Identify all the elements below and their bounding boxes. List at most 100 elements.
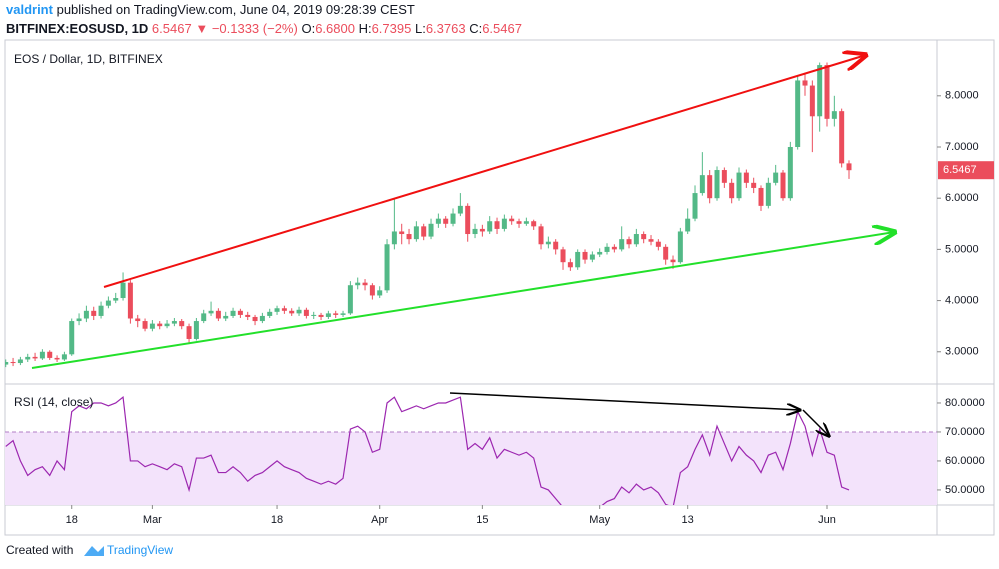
rsi-y-tick-label: 60.0000 [945, 455, 985, 467]
x-tick-label: May [589, 514, 610, 526]
c-label: C: [469, 21, 482, 36]
candle-body [443, 218, 449, 224]
candle-body [98, 305, 104, 316]
candle-body [157, 323, 163, 327]
candle-body [611, 246, 617, 250]
candle-body [758, 187, 764, 206]
candle-body [670, 259, 676, 263]
candle-body [619, 239, 625, 250]
change: −0.1333 (−2%) [212, 21, 298, 36]
candle-body [839, 111, 845, 164]
l-label: L: [415, 21, 426, 36]
candle-body [223, 315, 229, 319]
candle-body [604, 246, 610, 252]
candle-body [5, 362, 9, 365]
candle-body [457, 205, 463, 214]
footer-brand: TradingView [107, 543, 173, 557]
candle-body [164, 323, 170, 327]
candle-body [296, 309, 302, 314]
candle-body [355, 282, 361, 286]
candle-body [494, 221, 500, 229]
published: published on TradingView.com, June 04, 2… [57, 2, 415, 17]
candle-body [54, 357, 60, 360]
candle-body [721, 170, 727, 183]
candle-body [10, 362, 16, 364]
l-value: 6.3763 [426, 21, 466, 36]
footer-text: Created with [6, 543, 73, 557]
rsi-pane [5, 396, 937, 505]
candle-body [516, 221, 522, 224]
candle-body [582, 251, 588, 260]
candle-body [325, 313, 331, 317]
candle-body [780, 172, 786, 199]
x-tick-label: 18 [66, 514, 78, 526]
candle-body [105, 300, 111, 306]
x-tick-label: Apr [371, 514, 388, 526]
last-price-label: 6.5467 [943, 164, 977, 176]
candle-body [311, 314, 317, 316]
candle-body [450, 213, 456, 224]
candle-body [113, 298, 119, 301]
candle-body [575, 251, 581, 268]
candle-body [237, 310, 243, 315]
candle-body [303, 309, 309, 316]
rsi-y-tick-label: 80.0000 [945, 397, 985, 409]
candle-body [795, 80, 801, 147]
candle-body [142, 321, 148, 329]
rsi-band [5, 431, 937, 505]
candle-body [567, 262, 573, 268]
candle-body [274, 308, 280, 312]
x-tick-label: 15 [476, 514, 488, 526]
y-tick-label: 8.0000 [945, 90, 979, 102]
price-pane [5, 62, 852, 368]
rsi-y-tick-label: 70.0000 [945, 426, 985, 438]
x-tick-label: Jun [818, 514, 836, 526]
last: 6.5467 [152, 21, 192, 36]
candle-body [281, 308, 287, 311]
candle-body [369, 285, 375, 296]
x-tick-label: 13 [682, 514, 694, 526]
divergence-line [449, 392, 800, 410]
candle-body [692, 193, 698, 219]
candle-body [193, 321, 199, 339]
candle-body [597, 251, 603, 255]
candle-body [362, 282, 368, 286]
candle-body [91, 310, 97, 316]
candle-body [17, 359, 23, 364]
candle-body [677, 231, 683, 263]
resistance-line [103, 55, 866, 288]
candle-body [289, 310, 295, 314]
candle-body [399, 231, 405, 235]
candle-body [259, 315, 265, 322]
candle-body [531, 221, 537, 227]
candle-body [685, 218, 691, 232]
rsi-line [5, 396, 850, 505]
candle-body [347, 285, 353, 314]
candle-body [751, 182, 757, 188]
candle-body [538, 226, 544, 245]
rsi-title: RSI (14, close) [14, 395, 93, 409]
candle-body [817, 65, 823, 117]
o-value: 6.6800 [315, 21, 355, 36]
candle-body [648, 239, 654, 242]
candle-body [472, 228, 478, 235]
candle-body [560, 249, 566, 263]
candle-body [186, 326, 192, 339]
candle-body [25, 356, 31, 360]
candle-body [787, 146, 793, 199]
candle-body [171, 321, 177, 324]
candle-body [76, 318, 82, 322]
candle-body [201, 313, 207, 322]
candle-body [421, 226, 427, 237]
candle-body [465, 205, 471, 235]
y-tick-label: 6.0000 [945, 192, 979, 204]
h-value: 6.7395 [372, 21, 412, 36]
rsi-y-tick-label: 50.0000 [945, 484, 985, 496]
candle-body [487, 221, 493, 232]
candle-body [729, 182, 735, 199]
candle-body [707, 175, 713, 199]
x-tick-label: Mar [143, 514, 162, 526]
candle-body [413, 226, 419, 240]
y-tick-label: 3.0000 [945, 346, 979, 358]
candle-body [39, 351, 45, 359]
